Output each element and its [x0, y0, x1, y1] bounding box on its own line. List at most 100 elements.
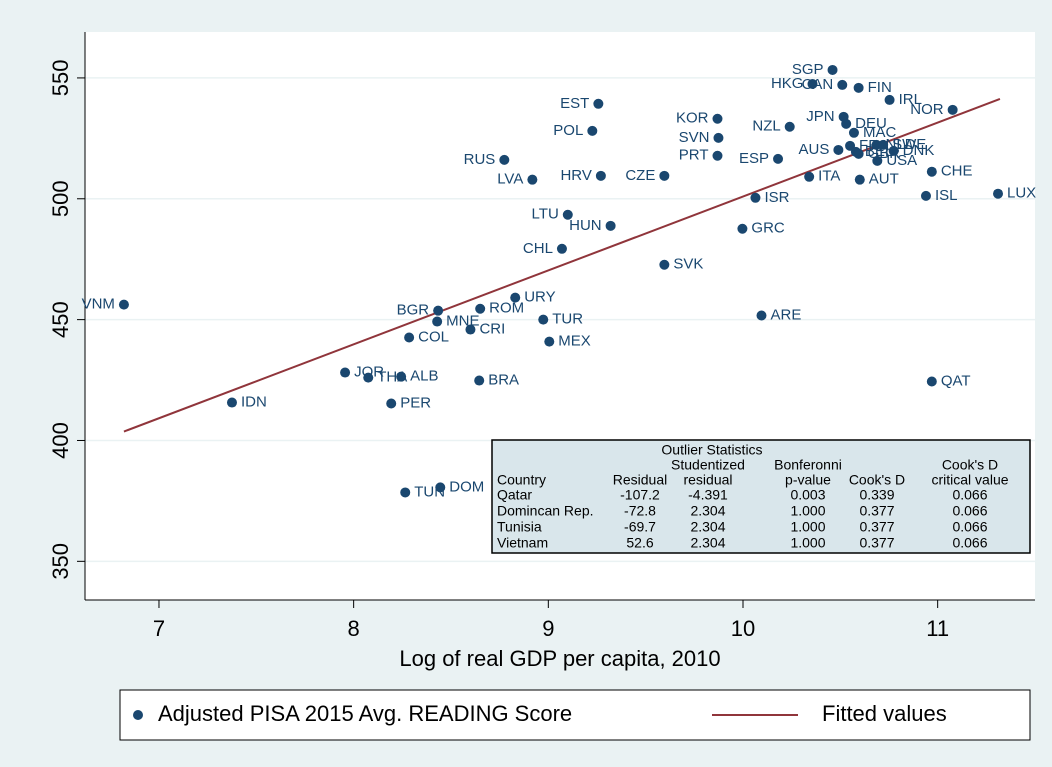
y-tick-label: 550 [48, 60, 73, 97]
point-label: AUT [869, 171, 899, 188]
outlier-table-cell: -69.7 [624, 519, 656, 535]
point-label: MEX [558, 333, 591, 350]
point-label: USA [886, 152, 917, 169]
scatter-point [474, 375, 485, 386]
scatter-point [848, 127, 859, 138]
scatter-point [404, 332, 415, 343]
legend-label: Fitted values [822, 701, 947, 726]
x-tick-label: 8 [348, 616, 360, 641]
point-label: BRA [488, 372, 519, 389]
scatter-point [756, 310, 767, 321]
scatter-point [920, 190, 931, 201]
outlier-table-cell: Qatar [497, 487, 532, 503]
point-label: SVN [679, 129, 710, 146]
y-tick-label: 500 [48, 180, 73, 217]
point-label: CZE [625, 167, 655, 184]
point-label: DOM [449, 478, 484, 495]
point-label: FIN [868, 79, 892, 96]
outlier-table-cell: Vietnam [497, 535, 548, 551]
point-label: QAT [941, 372, 971, 389]
outlier-table-header: Bonferonni [774, 457, 842, 473]
point-label: DNK [903, 142, 935, 159]
scatter-point [841, 118, 852, 129]
scatter-point [750, 192, 761, 203]
point-label: PER [400, 394, 431, 411]
outlier-table-title: Outlier Statistics [661, 442, 762, 458]
outlier-table-cell: 2.304 [690, 519, 725, 535]
point-label: CAN [802, 76, 834, 93]
outlier-table-header: Studentized [671, 457, 745, 473]
point-label: MAC [863, 124, 897, 141]
scatter-point [804, 171, 815, 182]
scatter-point [226, 397, 237, 408]
scatter-point [827, 64, 838, 75]
scatter-point [435, 482, 446, 493]
point-label: SWE [892, 136, 926, 153]
scatter-point [475, 303, 486, 314]
scatter-point [544, 336, 555, 347]
scatter-point [510, 292, 521, 303]
point-label: RUS [464, 151, 496, 168]
outlier-table-header: residual [683, 472, 732, 488]
outlier-table-cell: 1.000 [790, 519, 825, 535]
outlier-table-header: Cook's D [942, 457, 998, 473]
scatter-point [593, 98, 604, 109]
outlier-table-cell: 2.304 [690, 503, 725, 519]
scatter-point [340, 367, 351, 378]
scatter-point [807, 78, 818, 89]
scatter-point [595, 170, 606, 181]
point-label: KOR [676, 110, 709, 127]
scatter-point [659, 259, 670, 270]
point-label: IDN [241, 393, 267, 410]
point-label: LUX [1007, 185, 1036, 202]
scatter-point [853, 148, 864, 159]
point-label: LVA [497, 171, 523, 188]
legend-label: Adjusted PISA 2015 Avg. READING Score [158, 701, 572, 726]
outlier-table-cell: 52.6 [626, 535, 653, 551]
scatter-point [432, 316, 443, 327]
y-tick-label: 400 [48, 422, 73, 459]
outlier-table-cell: 1.000 [790, 503, 825, 519]
outlier-table-cell: 0.066 [952, 519, 987, 535]
x-tick-label: 11 [926, 616, 949, 641]
scatter-point [993, 188, 1004, 199]
scatter-point [713, 132, 724, 143]
point-label: CHL [523, 240, 553, 257]
scatter-point [587, 125, 598, 136]
point-label: ITA [818, 168, 840, 185]
scatter-point [400, 487, 411, 498]
point-label: URY [524, 289, 555, 306]
outlier-table-header: Cook's D [849, 472, 905, 488]
scatter-point [888, 145, 899, 156]
outlier-table-cell: 0.377 [859, 519, 894, 535]
point-label: NOR [910, 101, 944, 118]
outlier-table-cell: -4.391 [688, 487, 728, 503]
outlier-table-cell: 0.377 [859, 503, 894, 519]
point-label: HKG [771, 75, 804, 92]
y-tick-label: 350 [48, 543, 73, 580]
point-label: EST [560, 95, 589, 112]
point-label: ISR [764, 189, 789, 206]
outlier-table-cell: 0.066 [952, 503, 987, 519]
point-label: CRI [479, 321, 505, 338]
outlier-table-cell: Domincan Rep. [497, 503, 594, 519]
scatter-point [659, 170, 670, 181]
point-label: POL [553, 122, 583, 139]
outlier-table-cell: 2.304 [690, 535, 725, 551]
outlier-table-cell: 0.339 [859, 487, 894, 503]
scatter-point [562, 209, 573, 220]
outlier-table-header: Residual [613, 472, 667, 488]
point-label: SGP [792, 61, 824, 78]
point-label: LTU [532, 206, 559, 223]
x-axis-label: Log of real GDP per capita, 2010 [399, 646, 720, 671]
scatter-point [712, 113, 723, 124]
outlier-table-cell: Tunisia [497, 519, 542, 535]
x-tick-label: 9 [542, 616, 554, 641]
scatter-point [884, 94, 895, 105]
point-label: NZL [752, 118, 780, 135]
scatter-point [538, 314, 549, 325]
scatter-point [605, 220, 616, 231]
scatter-point [465, 324, 476, 335]
outlier-table-header: Country [497, 472, 546, 488]
